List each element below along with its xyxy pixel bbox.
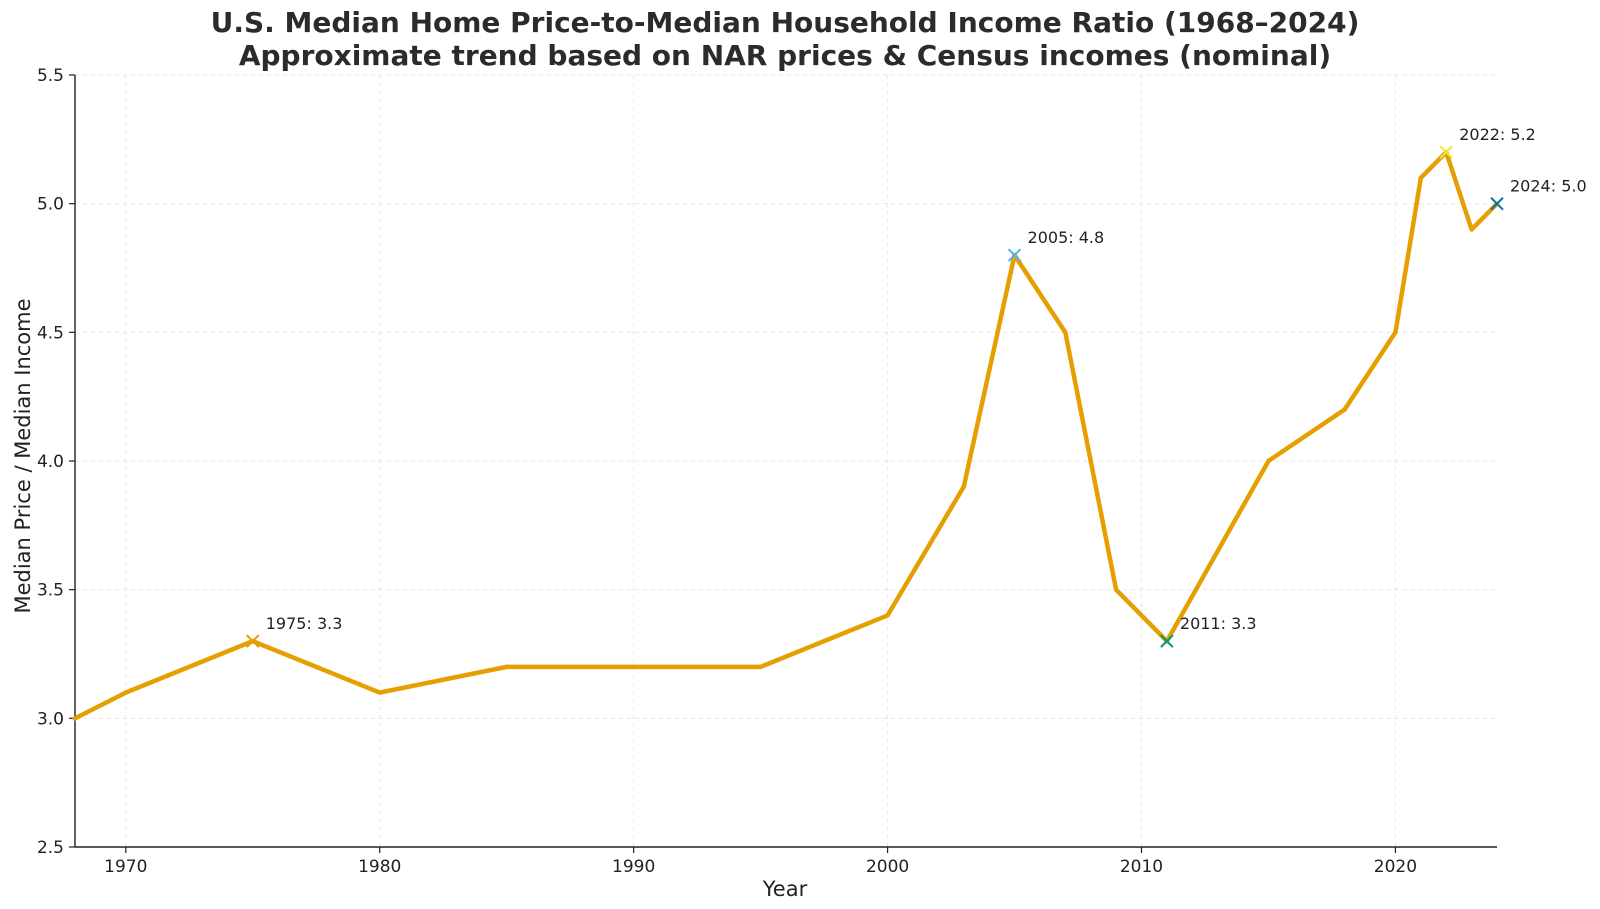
data-point xyxy=(1113,587,1119,592)
y-tick-label: 5.0 xyxy=(37,195,64,215)
annotation-marker-stroke xyxy=(1439,145,1453,159)
data-point xyxy=(72,716,78,721)
data-point xyxy=(961,484,966,489)
data-point xyxy=(1266,458,1271,464)
x-axis-label: Year xyxy=(762,877,808,901)
data-point xyxy=(1063,330,1068,335)
annotation-label: 1975: 3.3 xyxy=(266,614,343,633)
data-point xyxy=(123,690,128,695)
data-point xyxy=(1418,175,1424,181)
y-tick-label: 3.0 xyxy=(37,709,64,729)
annotation-marker xyxy=(1490,196,1504,211)
y-tick-label: 5.5 xyxy=(37,66,64,86)
data-point xyxy=(377,690,382,695)
x-tick-label: 2010 xyxy=(1120,857,1163,877)
annotation-label: 2011: 3.3 xyxy=(1180,614,1257,633)
x-tick-label: 1980 xyxy=(358,857,401,877)
series-layer xyxy=(72,149,1500,721)
annotation-marker xyxy=(246,634,260,648)
annotation-marker-stroke xyxy=(1490,196,1504,211)
data-point xyxy=(631,664,636,670)
y-tick-label: 2.5 xyxy=(37,838,64,858)
annotation-marker-stroke xyxy=(1160,634,1174,648)
x-tick-label: 1970 xyxy=(104,857,147,877)
y-tick-label: 4.5 xyxy=(37,323,64,343)
y-tick-label: 3.5 xyxy=(37,581,64,601)
x-tick-label: 2000 xyxy=(866,857,909,877)
annotation-marker xyxy=(1160,634,1174,648)
data-point xyxy=(1342,407,1347,412)
axis-layer: 1970 1980 1990 2000 2010 2020 2.5 3.0 3.5 4.0 4.5 5… xyxy=(37,66,1497,877)
x-tick-label: 2020 xyxy=(1374,857,1417,877)
data-point xyxy=(1215,548,1220,554)
data-point xyxy=(758,664,763,670)
annotation-layer: 1975: 3.3 2005: 4.8 2011: 3.3 2022: 5.2 2024… xyxy=(246,125,1587,648)
data-point xyxy=(1393,330,1398,335)
annotation-marker xyxy=(1439,145,1453,159)
chart-title: U.S. Median Home Price-to-Median Househo… xyxy=(211,6,1360,39)
data-point xyxy=(504,664,509,670)
annotation-label: 2024: 5.0 xyxy=(1510,177,1587,196)
x-tick-label: 1990 xyxy=(612,857,655,877)
data-point xyxy=(885,613,890,618)
annotation-marker xyxy=(1007,248,1022,262)
series-line xyxy=(72,149,1500,721)
annotation-label: 2005: 4.8 xyxy=(1028,228,1105,247)
y-tick-label: 4.0 xyxy=(37,452,64,472)
data-point xyxy=(1469,227,1474,232)
y-axis-label: Median Price / Median Income xyxy=(11,298,35,613)
annotation-marker-stroke xyxy=(246,634,260,648)
annotation-label: 2022: 5.2 xyxy=(1459,125,1536,144)
chart-subtitle: Approximate trend based on NAR prices & … xyxy=(239,39,1331,72)
annotation-marker-stroke xyxy=(1007,248,1022,262)
grid-layer xyxy=(75,74,1497,847)
